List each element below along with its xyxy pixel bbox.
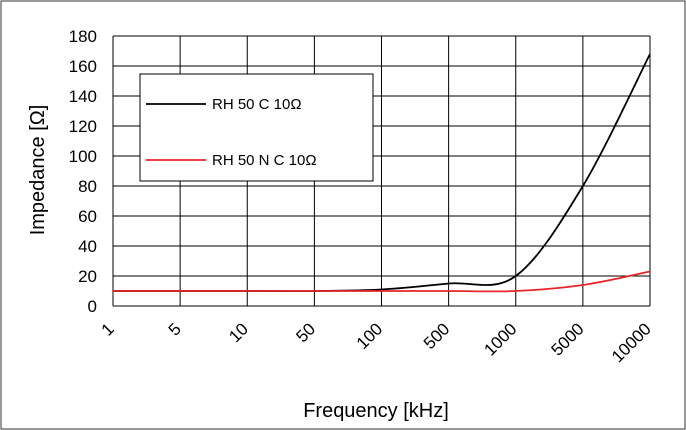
x-axis-title: Frequency [kHz] (303, 400, 449, 422)
series-lines (112, 53, 651, 293)
y-tick-label: 160 (69, 57, 97, 76)
y-tick-labels: 0 20 40 60 80 100 120 140 160 180 (69, 27, 97, 316)
y-tick-label: 60 (78, 207, 97, 226)
y-tick-label: 180 (69, 27, 97, 46)
legend: RH 50 C 10Ω RH 50 N C 10Ω (139, 73, 374, 182)
legend-label-2: RH 50 N C 10Ω (212, 152, 317, 169)
y-tick-label: 0 (88, 297, 97, 316)
y-tick-label: 100 (69, 147, 97, 166)
y-tick-label: 80 (78, 177, 97, 196)
y-axis-title: Impedance [Ω] (27, 105, 49, 236)
legend-box (139, 73, 374, 182)
y-tick-label: 140 (69, 87, 97, 106)
series-line-2 (112, 270, 651, 293)
legend-label-1: RH 50 C 10Ω (212, 96, 302, 113)
y-tick-label: 120 (69, 117, 97, 136)
y-tick-label: 40 (78, 237, 97, 256)
y-tick-label: 20 (78, 267, 97, 286)
